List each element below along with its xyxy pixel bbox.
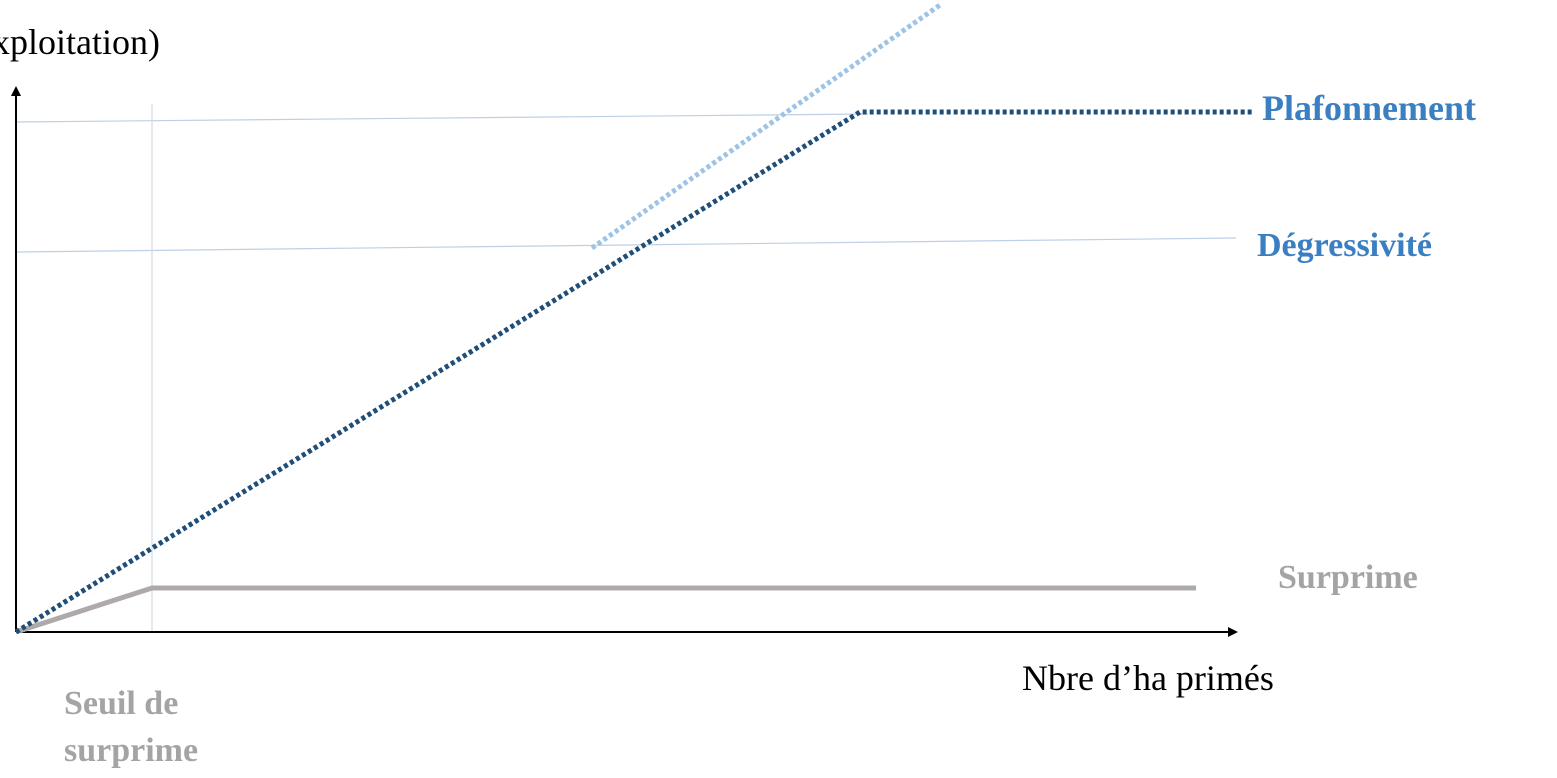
surprime-label: Surprime: [1278, 559, 1418, 596]
plafonnement-line: [14, 109, 1254, 635]
seuil-label-line1: Seuil de: [64, 685, 179, 722]
surprime-line: [15, 585, 1196, 635]
y-axis-label: xploitation): [0, 22, 160, 62]
guide-line-degressivite: [15, 237, 1237, 253]
guide-line-plafonnement: [15, 113, 869, 123]
seuil-de-surprime-label: Seuil de surprime: [64, 680, 264, 774]
x-axis-label: Nbre d’ha primés: [1022, 658, 1274, 698]
degressivite-line: [590, 2, 942, 251]
seuil-label-line2: surprime: [64, 732, 199, 769]
plafonnement-label: Plafonnement: [1262, 88, 1476, 128]
degressivite-label: Dégressivité: [1257, 227, 1432, 264]
